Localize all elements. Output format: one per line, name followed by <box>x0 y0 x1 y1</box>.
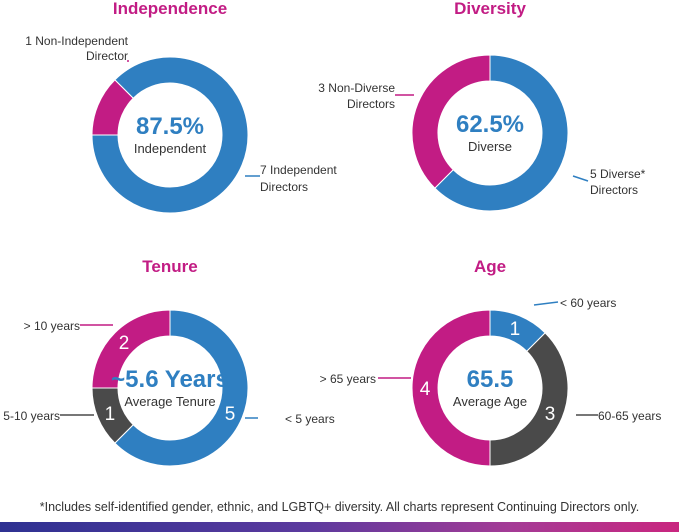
chart-title: Independence <box>113 0 227 18</box>
callout-label: 60-65 years <box>598 409 661 423</box>
footnote: *Includes self-identified gender, ethnic… <box>39 500 640 514</box>
chart-independence: Independence 7 Independent Directors 1 Non-… <box>25 0 337 214</box>
callout-line <box>533 301 559 306</box>
chart-title: Tenure <box>142 257 197 276</box>
center-value: 62.5% <box>456 111 524 138</box>
callout-label: > 65 years <box>320 372 376 386</box>
gradient-bar <box>0 522 679 532</box>
chart-title: Diversity <box>454 0 526 18</box>
chart-title: Age <box>474 257 506 276</box>
callout-label: 1 Non-Independent <box>25 34 128 48</box>
slice-count-label: 1 <box>105 404 116 425</box>
callout-label: < 5 years <box>285 412 335 426</box>
center-value: ~5.6 Years <box>111 366 229 393</box>
center-label: Average Tenure <box>124 394 215 409</box>
callout-label: Director <box>86 49 128 63</box>
slice-1-non-independent-director <box>91 79 134 136</box>
callout-label: Directors <box>347 97 395 111</box>
center-value: 87.5% <box>136 113 204 140</box>
center-label: Independent <box>134 141 207 156</box>
slice-count-label: 3 <box>545 404 556 425</box>
center-value: 65.5 <box>467 366 514 393</box>
board-composition-charts: Independence 7 Independent Directors 1 Non-… <box>3 0 661 467</box>
callout-label: 5-10 years <box>3 409 60 423</box>
callout-label: < 60 years <box>560 296 616 310</box>
callout-label: 3 Non-Diverse <box>318 81 395 95</box>
slice-count-label: 1 <box>510 319 521 340</box>
callout-label: Directors <box>590 183 638 197</box>
callout-label: 5 Diverse* <box>590 167 646 181</box>
chart-diversity: Diversity 5 Diverse* Directors 3 Non-Divers… <box>318 0 646 212</box>
center-label: Diverse <box>468 139 512 154</box>
slice-count-label: 5 <box>225 404 236 425</box>
slice-5-diverse-directors <box>434 54 569 212</box>
slice-65-years <box>411 309 491 467</box>
slice-count-label: 4 <box>420 379 431 400</box>
center-label: Average Age <box>453 394 527 409</box>
callout-line <box>572 175 589 182</box>
callout-label: > 10 years <box>24 319 80 333</box>
slice-10-years <box>91 309 171 389</box>
slice-7-independent-directors <box>91 56 249 214</box>
slice-5-years <box>114 309 249 467</box>
callout-label: Directors <box>260 180 308 194</box>
callout-label: 7 Independent <box>260 163 337 177</box>
chart-age: Age 1 < 60 years 3 60-65 years 4 > 65 years 65.… <box>320 257 661 467</box>
slice-3-non-diverse-directors <box>411 54 491 189</box>
slice-count-label: 2 <box>119 333 130 354</box>
chart-tenure: Tenure 5 < 5 years 1 5-10 years 2 > 10 years ~5… <box>3 257 335 467</box>
